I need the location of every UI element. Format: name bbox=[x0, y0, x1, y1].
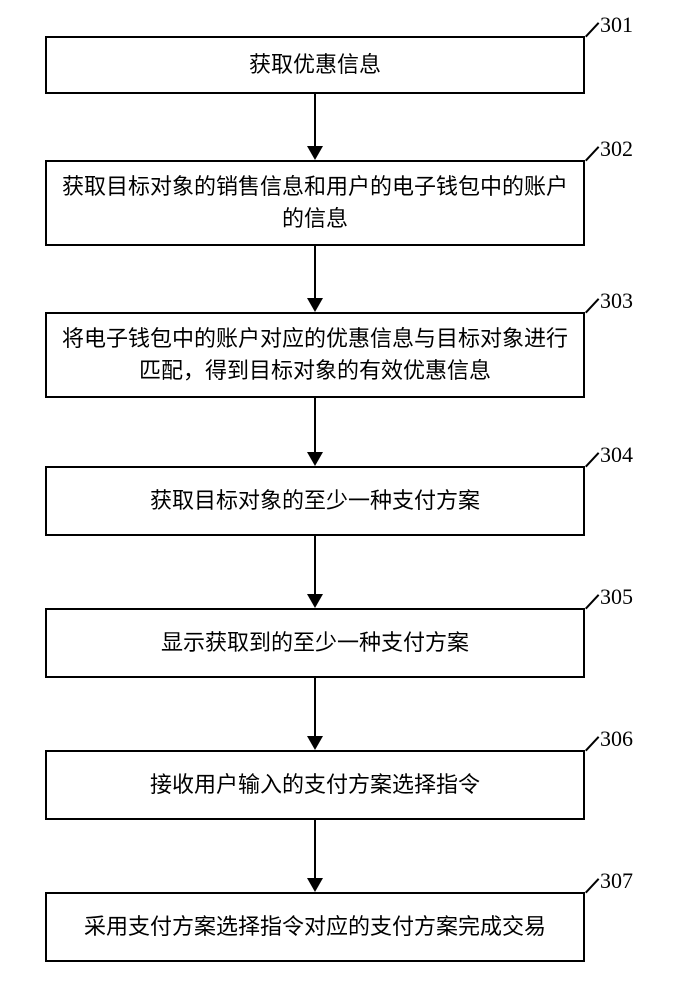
flowchart-canvas: 获取优惠信息 301 获取目标对象的销售信息和用户的电子钱包中的账户的信息 302 将电… bbox=[0, 0, 690, 1000]
step-label-304: 304 bbox=[600, 442, 633, 468]
step-text-302: 获取目标对象的销售信息和用户的电子钱包中的账户的信息 bbox=[57, 171, 573, 235]
step-text-307: 采用支付方案选择指令对应的支付方案完成交易 bbox=[84, 911, 546, 943]
leader-line-307 bbox=[585, 878, 599, 893]
step-label-303: 303 bbox=[600, 288, 633, 314]
step-box-302: 获取目标对象的销售信息和用户的电子钱包中的账户的信息 bbox=[45, 160, 585, 246]
arrow-head-306-307 bbox=[307, 878, 323, 892]
step-box-305: 显示获取到的至少一种支付方案 bbox=[45, 608, 585, 678]
arrow-head-301-302 bbox=[307, 146, 323, 160]
arrow-line-306-307 bbox=[314, 820, 316, 878]
arrow-head-305-306 bbox=[307, 736, 323, 750]
arrow-line-302-303 bbox=[314, 246, 316, 298]
step-label-306: 306 bbox=[600, 726, 633, 752]
step-label-301: 301 bbox=[600, 12, 633, 38]
leader-line-305 bbox=[585, 594, 599, 609]
arrow-line-304-305 bbox=[314, 536, 316, 594]
arrow-head-302-303 bbox=[307, 298, 323, 312]
step-box-306: 接收用户输入的支付方案选择指令 bbox=[45, 750, 585, 820]
step-box-301: 获取优惠信息 bbox=[45, 36, 585, 94]
arrow-line-303-304 bbox=[314, 398, 316, 452]
step-text-301: 获取优惠信息 bbox=[249, 49, 381, 81]
step-label-305: 305 bbox=[600, 584, 633, 610]
leader-line-302 bbox=[585, 146, 599, 161]
arrow-head-303-304 bbox=[307, 452, 323, 466]
leader-line-304 bbox=[585, 452, 599, 467]
step-text-303: 将电子钱包中的账户对应的优惠信息与目标对象进行匹配，得到目标对象的有效优惠信息 bbox=[57, 323, 573, 387]
arrow-head-304-305 bbox=[307, 594, 323, 608]
leader-line-303 bbox=[585, 298, 599, 313]
arrow-line-305-306 bbox=[314, 678, 316, 736]
step-box-303: 将电子钱包中的账户对应的优惠信息与目标对象进行匹配，得到目标对象的有效优惠信息 bbox=[45, 312, 585, 398]
arrow-line-301-302 bbox=[314, 94, 316, 146]
step-text-305: 显示获取到的至少一种支付方案 bbox=[161, 627, 469, 659]
step-label-307: 307 bbox=[600, 868, 633, 894]
step-text-304: 获取目标对象的至少一种支付方案 bbox=[150, 485, 480, 517]
step-text-306: 接收用户输入的支付方案选择指令 bbox=[150, 769, 480, 801]
leader-line-306 bbox=[585, 736, 599, 751]
step-label-302: 302 bbox=[600, 136, 633, 162]
step-box-304: 获取目标对象的至少一种支付方案 bbox=[45, 466, 585, 536]
step-box-307: 采用支付方案选择指令对应的支付方案完成交易 bbox=[45, 892, 585, 962]
leader-line-301 bbox=[585, 22, 599, 37]
